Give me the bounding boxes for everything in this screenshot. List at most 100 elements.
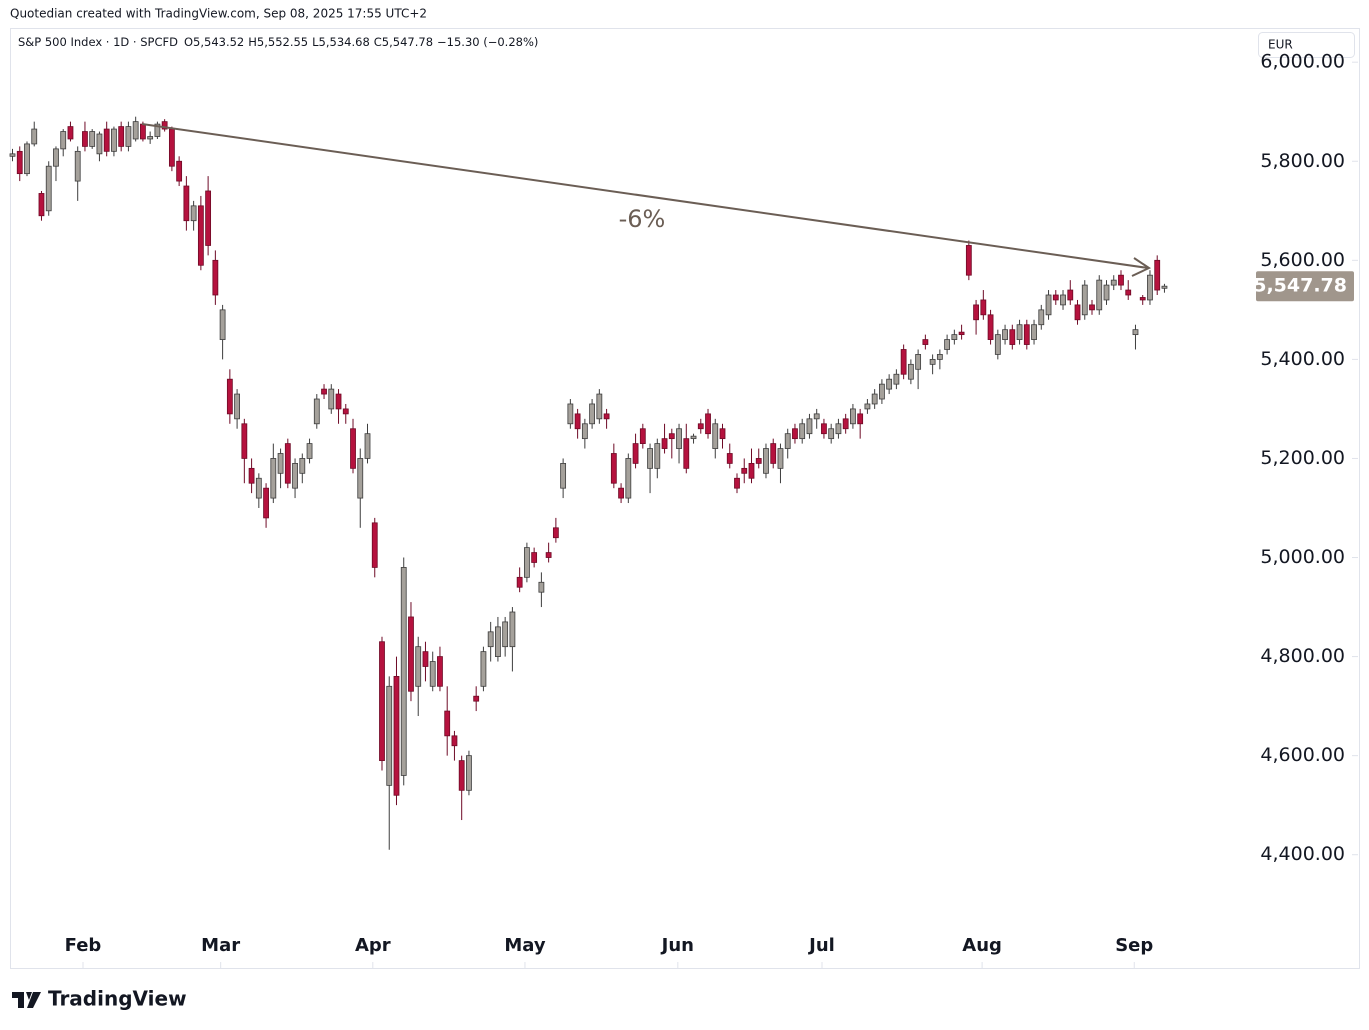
candle-body	[408, 616, 414, 692]
y-tick-label: 6,000.00	[1260, 51, 1345, 73]
candle-body	[1089, 304, 1095, 311]
candle-body	[900, 349, 907, 375]
candle-body	[683, 438, 690, 469]
y-tick-label: 5,600.00	[1260, 249, 1345, 271]
candle-body	[538, 581, 545, 593]
candle-body	[168, 128, 175, 167]
candle-body	[618, 487, 624, 499]
candle-body	[835, 423, 842, 435]
candle-body	[480, 651, 487, 687]
candle-body	[176, 160, 183, 182]
currency-box[interactable]	[1258, 32, 1355, 58]
candle-body	[400, 567, 407, 776]
candle-body	[1161, 285, 1168, 289]
candle-body	[103, 128, 110, 152]
candle-body	[850, 408, 856, 425]
y-tick-label: 5,800.00	[1260, 150, 1345, 172]
candle-body	[951, 334, 958, 340]
candle-body	[516, 576, 523, 588]
candle-body	[741, 467, 748, 474]
candle-body	[74, 150, 81, 182]
candle-body	[197, 205, 204, 266]
candle-body	[342, 408, 349, 415]
candle-body	[328, 388, 335, 410]
candle-body	[1067, 289, 1074, 301]
candle-body	[603, 413, 610, 420]
candle-body	[994, 334, 1001, 355]
legend-value: 5,534.68	[319, 35, 370, 49]
candle-body	[893, 373, 900, 385]
candle-body	[284, 443, 291, 484]
legend-value: 5,552.55	[257, 35, 308, 49]
candle-body	[726, 453, 733, 464]
candle-body	[567, 403, 574, 425]
candle-body	[1147, 274, 1153, 301]
legend-label: L	[312, 35, 319, 49]
candle-body	[444, 710, 451, 737]
candle-body	[9, 153, 16, 157]
candle-body	[639, 428, 646, 444]
candle-body	[1103, 284, 1110, 301]
currency[interactable]: EUR	[1268, 38, 1293, 52]
candle-body	[661, 438, 668, 449]
candle-body	[132, 121, 139, 140]
x-tick-label: Jul	[807, 935, 835, 956]
candle-body	[1038, 309, 1045, 326]
candle-body	[748, 463, 755, 479]
legend-label: O	[184, 35, 193, 49]
candle-body	[625, 458, 632, 499]
candle-body	[589, 403, 595, 425]
candle-body	[161, 121, 168, 130]
candle-body	[487, 631, 494, 648]
candle-body	[755, 458, 762, 464]
candle-body	[299, 458, 306, 474]
candle-body	[1096, 279, 1103, 311]
candle-body	[777, 448, 784, 469]
x-tick-label: Feb	[65, 935, 102, 956]
candle-body	[429, 661, 436, 687]
candle-body	[437, 656, 443, 687]
candle-body	[241, 423, 248, 459]
candle-body	[1031, 324, 1037, 340]
candle-body	[255, 477, 262, 499]
candle-body	[502, 621, 509, 648]
candle-body	[864, 403, 871, 410]
candle-body	[784, 433, 791, 449]
candle-body	[96, 133, 103, 155]
candle-body	[1139, 297, 1146, 301]
candle-body	[1132, 329, 1139, 336]
candle-body	[828, 428, 835, 440]
candle-body	[676, 428, 682, 449]
y-tick-label: 5,400.00	[1260, 348, 1345, 370]
candle-body	[813, 413, 820, 420]
candle-body	[1110, 279, 1117, 286]
candle-body	[82, 131, 88, 147]
candle-body	[118, 126, 125, 147]
y-tick-label: 5,000.00	[1260, 546, 1345, 568]
candle-body	[1081, 284, 1088, 316]
candle-body	[350, 428, 356, 469]
legend-value: 5,547.78	[382, 35, 433, 49]
candle-body	[509, 611, 516, 648]
candle-body	[632, 443, 639, 464]
candle-body	[690, 435, 697, 440]
candle-body	[248, 467, 255, 484]
candle-body	[466, 755, 472, 791]
candle-body	[393, 675, 400, 796]
annotation: -6%	[619, 205, 666, 233]
candle-body	[422, 651, 429, 667]
candle-body	[154, 123, 161, 137]
candle-body	[531, 552, 538, 563]
candle-body	[596, 393, 603, 420]
candle-body	[668, 433, 675, 440]
y-tick-label: 4,400.00	[1260, 843, 1345, 865]
candle-body	[335, 393, 342, 410]
candle-body	[915, 354, 922, 370]
candle-body	[60, 131, 67, 150]
candle-body	[987, 314, 994, 340]
candle-body	[379, 641, 385, 761]
candle-body	[458, 760, 465, 791]
candle-body	[973, 304, 979, 321]
candle-body	[647, 448, 653, 469]
candle-body	[697, 423, 704, 430]
